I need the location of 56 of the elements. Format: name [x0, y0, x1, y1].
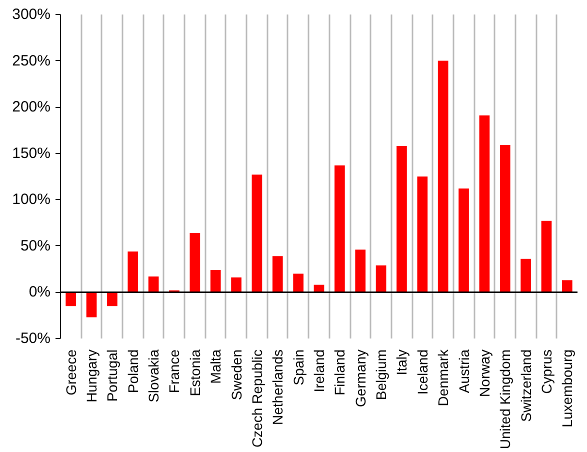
bar: [190, 232, 200, 292]
bar: [107, 292, 118, 306]
x-tick-label: Portugal: [104, 349, 120, 402]
x-tick-label: Finland: [332, 349, 348, 396]
x-tick-label: Norway: [476, 349, 492, 397]
y-tick-label: 250%: [12, 52, 51, 70]
x-tick-label: Slovakia: [146, 349, 162, 402]
y-tick-label: 50%: [20, 237, 51, 254]
x-tick-label: Cyprus: [538, 349, 554, 394]
x-tick-label: Poland: [124, 350, 141, 394]
y-tick-label: 200%: [12, 98, 51, 116]
bar: [252, 174, 262, 292]
x-tick-label: Austria: [456, 349, 472, 394]
bar: [458, 188, 469, 292]
x-tick-label: Greece: [62, 349, 79, 396]
y-tick-label: 150%: [12, 144, 51, 162]
bar: [355, 250, 366, 292]
bar: [272, 256, 283, 292]
x-tick-label: France: [166, 349, 182, 394]
bar: [128, 251, 138, 292]
x-tick-label: Switzerland: [518, 349, 534, 422]
bar: [479, 115, 490, 292]
bar: [417, 176, 428, 292]
bar: [376, 265, 386, 292]
bar: [293, 274, 304, 292]
bar: [66, 292, 76, 306]
x-tick-label: Malta: [208, 349, 224, 384]
x-tick-label: Luxembourg: [559, 350, 576, 428]
x-tick-label: Ireland: [311, 349, 327, 392]
bar: [520, 258, 531, 292]
x-tick-label: Denmark: [435, 348, 452, 406]
y-tick-label: -50%: [15, 330, 51, 347]
bar: [231, 277, 242, 292]
y-tick-label: 100%: [12, 191, 51, 208]
x-tick-label: Spain: [290, 349, 306, 386]
x-tick-label: Czech Republic: [248, 349, 265, 448]
bar: [562, 280, 572, 292]
bar: [148, 276, 159, 292]
x-tick-label: Iceland: [414, 349, 430, 395]
bar: [541, 220, 552, 292]
x-tick-label: Estonia: [186, 349, 203, 396]
bar: [438, 60, 448, 292]
y-tick-label: 300%: [12, 6, 51, 23]
x-tick-label: Netherlands: [270, 349, 286, 425]
x-tick-label: Belgium: [373, 349, 390, 400]
x-tick-label: Italy: [394, 349, 410, 376]
x-tick-label: Hungary: [84, 349, 100, 402]
bar: [334, 165, 345, 292]
bar: [396, 146, 407, 292]
y-tick-label: 0%: [28, 284, 51, 301]
x-tick-label: Germany: [352, 349, 368, 408]
x-tick-label: Sweden: [228, 350, 244, 400]
bar: [500, 145, 510, 292]
x-tick-label: United Kingdom: [497, 349, 514, 450]
bar: [210, 270, 221, 292]
bar: [86, 292, 97, 318]
